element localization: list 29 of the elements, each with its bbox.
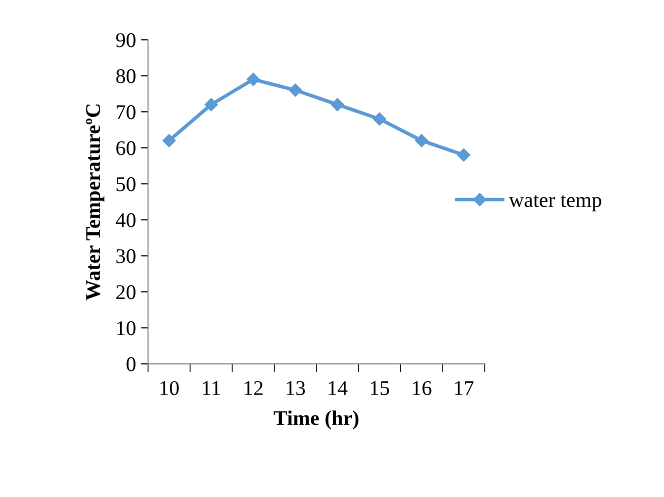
x-tick-label: 10 xyxy=(160,381,179,396)
point xyxy=(204,98,218,112)
y-tick-label: 60 xyxy=(116,141,136,156)
point xyxy=(330,98,344,112)
point xyxy=(162,134,176,148)
point xyxy=(246,72,260,86)
point xyxy=(372,112,386,126)
y-axis-title: Water TemperatureºC xyxy=(86,104,104,300)
y-tick-label: 70 xyxy=(116,105,136,120)
point xyxy=(457,148,470,162)
x-tick-label: 13 xyxy=(286,381,305,396)
x-tick-label: 11 xyxy=(203,381,220,395)
y-tick-label: 50 xyxy=(116,177,136,192)
x-tick-label: 12 xyxy=(244,381,263,395)
point xyxy=(288,84,302,97)
y-tick-label: 30 xyxy=(116,249,136,264)
y-tick-label: 0 xyxy=(126,357,136,372)
legend-label: water temp xyxy=(508,195,602,212)
y-tick-label: 10 xyxy=(117,321,136,336)
x-tick-label: 14 xyxy=(328,381,348,395)
x-tick-label: 17 xyxy=(455,381,474,395)
x-axis-title: Time (hr) xyxy=(274,410,358,430)
point xyxy=(415,134,428,148)
x-tick-label: 15 xyxy=(370,381,390,396)
y-tick-label: 90 xyxy=(116,33,136,48)
y-tick-label: 40 xyxy=(116,213,136,228)
x-tick-label: 16 xyxy=(413,381,432,396)
y-tick-label: 20 xyxy=(116,285,136,300)
y-tick-label: 80 xyxy=(116,69,136,84)
